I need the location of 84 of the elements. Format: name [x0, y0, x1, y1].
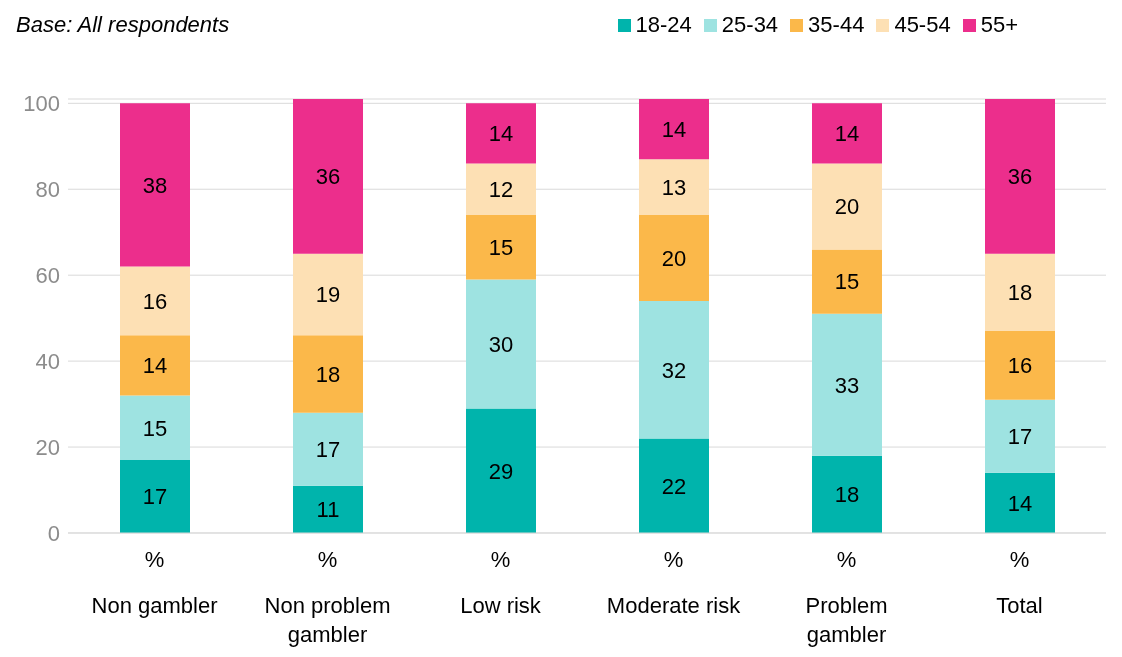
text: % [490, 547, 511, 572]
legend-label: 55+ [980, 12, 1018, 38]
y-tick-label: 100 [23, 91, 60, 117]
bar [293, 253, 363, 336]
data-label: 13 [661, 174, 687, 200]
bar [120, 459, 190, 533]
data-label: 15 [488, 235, 514, 261]
data-label: 19 [315, 282, 341, 308]
bar [812, 455, 882, 533]
bar [466, 163, 536, 216]
bar [466, 103, 536, 164]
data-label: 36 [1007, 164, 1033, 190]
x-tick-label: Non problem gambler [264, 593, 391, 647]
legend-label: 18-24 [635, 12, 692, 38]
data-label: 20 [661, 245, 687, 271]
text: % [144, 547, 165, 572]
y-tick-label: 60 [35, 262, 60, 288]
x-tick-label: Moderate risk [606, 593, 742, 618]
data-label: 33 [834, 372, 860, 398]
data-label: 14 [661, 116, 687, 142]
x-tick-label: Non gambler [91, 593, 218, 618]
bar [812, 313, 882, 456]
chart-title: Base: All respondents [16, 12, 230, 38]
bar [812, 103, 882, 164]
x-tick-label: Low risk [460, 593, 542, 618]
data-label: 30 [488, 331, 514, 357]
data-label: 22 [661, 473, 687, 499]
data-label: 17 [1007, 424, 1033, 450]
legend-label: 45-54 [894, 12, 951, 38]
x-tick-label: Total [996, 593, 1043, 618]
data-label: 15 [834, 269, 860, 295]
bar [293, 99, 363, 254]
data-label: 16 [1007, 353, 1033, 379]
data-label: 14 [488, 121, 514, 147]
bar [293, 485, 363, 533]
data-label: 18 [1007, 280, 1033, 306]
text: % [663, 547, 684, 572]
y-tick-label: 80 [35, 177, 60, 203]
data-label: 18 [315, 361, 341, 387]
text: % [317, 547, 338, 572]
bar [639, 159, 709, 216]
data-label: 17 [315, 437, 341, 463]
text: % [836, 547, 857, 572]
y-tick-label: 40 [35, 348, 60, 374]
bar [985, 472, 1055, 533]
y-tick-label: 0 [47, 520, 60, 546]
bar [120, 266, 190, 336]
data-label: 38 [142, 172, 168, 198]
bar [639, 300, 709, 439]
data-label: 12 [488, 177, 514, 203]
data-label: 11 [316, 497, 340, 523]
bar [985, 99, 1055, 254]
bar [120, 395, 190, 460]
bar [639, 215, 709, 301]
data-label: 14 [834, 121, 860, 147]
data-label: 15 [142, 415, 168, 441]
data-label: 32 [661, 357, 687, 383]
bar [466, 408, 536, 533]
bar [639, 99, 709, 160]
data-label: 14 [1007, 490, 1033, 516]
bar [812, 249, 882, 314]
bar [639, 438, 709, 533]
bar [120, 103, 190, 267]
x-tick-label: Problem gambler [805, 593, 888, 647]
data-label: 29 [488, 458, 514, 484]
data-label: 14 [142, 353, 168, 379]
data-label: 16 [142, 288, 168, 314]
text: % [1009, 547, 1030, 572]
data-label: 20 [834, 194, 860, 220]
bar [985, 253, 1055, 332]
bar [985, 399, 1055, 473]
bar [466, 215, 536, 280]
bar [985, 331, 1055, 400]
bar [466, 279, 536, 409]
legend-label: 35-44 [808, 12, 865, 38]
bar [120, 335, 190, 396]
y-tick-label: 20 [35, 434, 60, 460]
data-label: 18 [834, 482, 860, 508]
bar [293, 335, 363, 413]
data-label: 36 [315, 164, 341, 190]
bar [293, 412, 363, 486]
bar [812, 163, 882, 250]
data-label: 17 [142, 484, 168, 510]
legend-label: 25-34 [721, 12, 779, 38]
